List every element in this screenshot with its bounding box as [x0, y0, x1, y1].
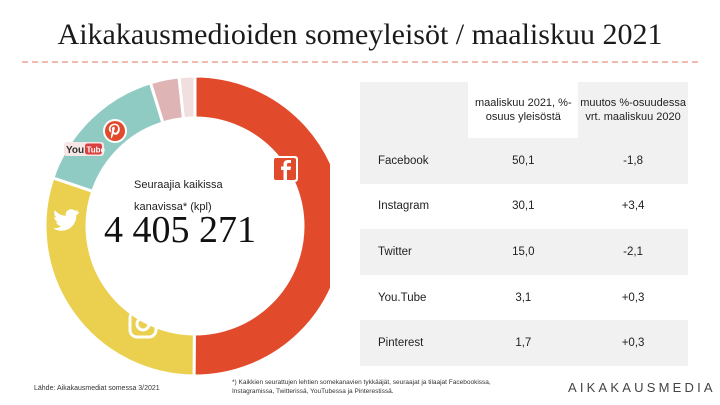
source-note: Lähde: Aikakausmediat somessa 3/2021	[34, 385, 160, 392]
platform-name: Twitter	[360, 229, 469, 275]
platform-name: You.Tube	[378, 291, 427, 304]
table-row: You.Tube 3,1 +0,3	[360, 275, 688, 321]
share-value: 15,0	[468, 229, 579, 275]
change-value: +3,4	[621, 200, 645, 213]
change-value: -1,8	[578, 138, 688, 184]
platform-name: Pinterest	[360, 320, 469, 366]
facebook-icon	[272, 156, 298, 182]
social-donut-chart: You Tube	[43, 74, 330, 378]
platform-stats-table: maaliskuu 2021, %-osuus yleisöstä muutos…	[360, 82, 688, 366]
total-followers-value: 4 405 271	[104, 209, 256, 251]
platform-name: Facebook	[360, 138, 469, 184]
table-row: Twitter 15,0 -2,1	[360, 229, 688, 275]
instagram-icon	[128, 309, 158, 339]
page-title: Aikakausmedioiden someyleisöt / maalisku…	[57, 18, 663, 51]
share-value: 30,1	[512, 200, 535, 213]
footnote: *) Kaikkien seurattujen lehtien somekana…	[232, 379, 491, 395]
share-value: 50,1	[468, 138, 579, 184]
total-followers-label: Seuraajia kaikissa kanavissa* (kpl)	[134, 179, 223, 213]
table-header-row: maaliskuu 2021, %-osuus yleisöstä muutos…	[360, 82, 688, 138]
table-header-change: muutos %-osuudessa vrt. maaliskuu 2020	[578, 82, 688, 138]
pinterest-icon	[103, 119, 127, 143]
twitter-icon	[53, 209, 79, 231]
table-row: Facebook 50,1 -1,8	[360, 138, 688, 184]
share-value: 1,7	[468, 320, 579, 366]
youtube-icon: You Tube	[64, 142, 106, 156]
donut-slice-pinterest	[177, 74, 197, 121]
platform-name: Instagram	[378, 200, 430, 213]
aikakausmedia-logo: AIKAKAUSMEDIA	[568, 380, 716, 395]
title-divider	[22, 61, 698, 63]
share-value: 3,1	[515, 291, 532, 304]
table-row: Instagram 30,1 +3,4	[360, 184, 688, 230]
table-row: Pinterest 1,7 +0,3	[360, 320, 688, 366]
svg-text:Tube: Tube	[87, 146, 106, 155]
table-header-share: maaliskuu 2021, %-osuus yleisöstä	[475, 97, 572, 123]
table-header-platform	[360, 82, 469, 138]
change-value: -2,1	[578, 229, 688, 275]
change-value: +0,3	[578, 320, 688, 366]
svg-text:You: You	[66, 145, 84, 156]
change-value: +0,3	[621, 291, 645, 304]
